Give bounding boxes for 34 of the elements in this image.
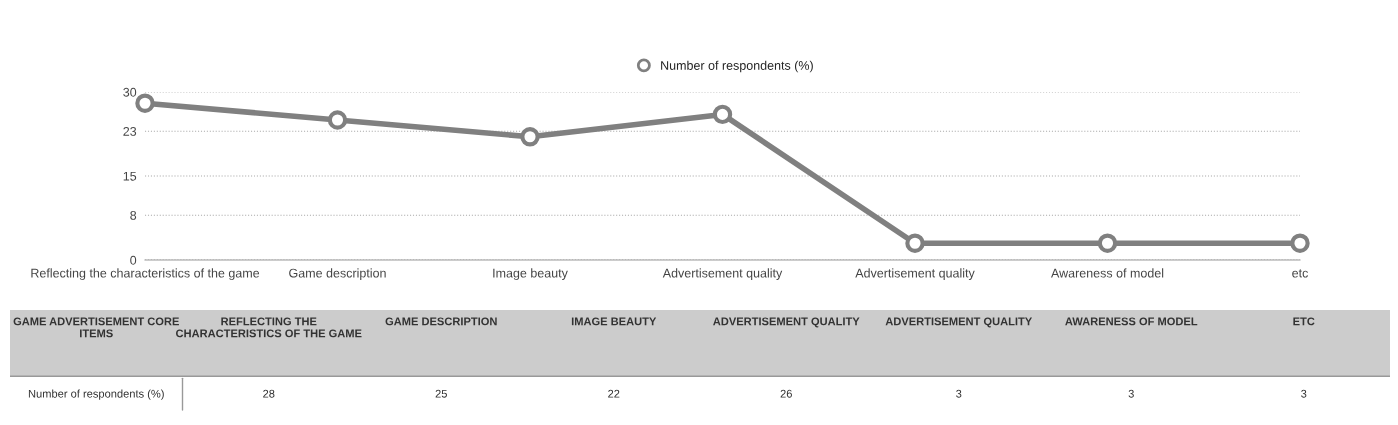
text: Number of respondents (%) — [28, 389, 164, 400]
category-label: GAME DESCRIPTION — [385, 317, 497, 326]
y-tick-label: 8 — [130, 211, 137, 220]
point — [327, 110, 348, 130]
data-label: 26 — [780, 389, 792, 398]
category-label: ADVERTISEMENT QUALITY — [885, 317, 1033, 328]
point — [520, 127, 540, 147]
x-tick-label: Game description — [289, 268, 386, 280]
x-tick-label: Image beauty — [493, 268, 568, 280]
x-tick-label: Awareness of model — [1051, 268, 1164, 278]
category-label: ETC — [1293, 317, 1315, 326]
x-tick-label: Advertisement quality — [662, 268, 783, 280]
data-label: 3 — [1128, 389, 1134, 398]
y-tick-label: 23 — [123, 127, 137, 136]
point — [1097, 233, 1118, 253]
point — [1290, 233, 1310, 253]
legend-label: Number of respondents (%) — [661, 60, 813, 73]
data-label: 25 — [435, 389, 447, 398]
category-label: AWARENESS OF MODEL — [1065, 317, 1198, 326]
category-label: ADVERTISEMENT QUALITY — [713, 317, 860, 328]
data-label: 22 — [608, 389, 620, 398]
x-tick-label: Advertisement quality — [855, 268, 975, 280]
data-label: 28 — [263, 389, 275, 398]
x-tick-label: Reflecting the characteristics of the game — [31, 268, 260, 280]
y-tick-label: 15 — [123, 171, 137, 181]
x-tick-label: etc — [1292, 269, 1309, 278]
point — [135, 93, 155, 113]
point — [712, 104, 733, 125]
y-tick-label: 0 — [130, 255, 137, 265]
y-tick-label: 30 — [123, 87, 137, 97]
point — [905, 233, 925, 253]
data-label: 3 — [956, 389, 962, 398]
data-label: 3 — [1301, 389, 1307, 398]
category-label: IMAGE BEAUTY — [571, 317, 657, 326]
